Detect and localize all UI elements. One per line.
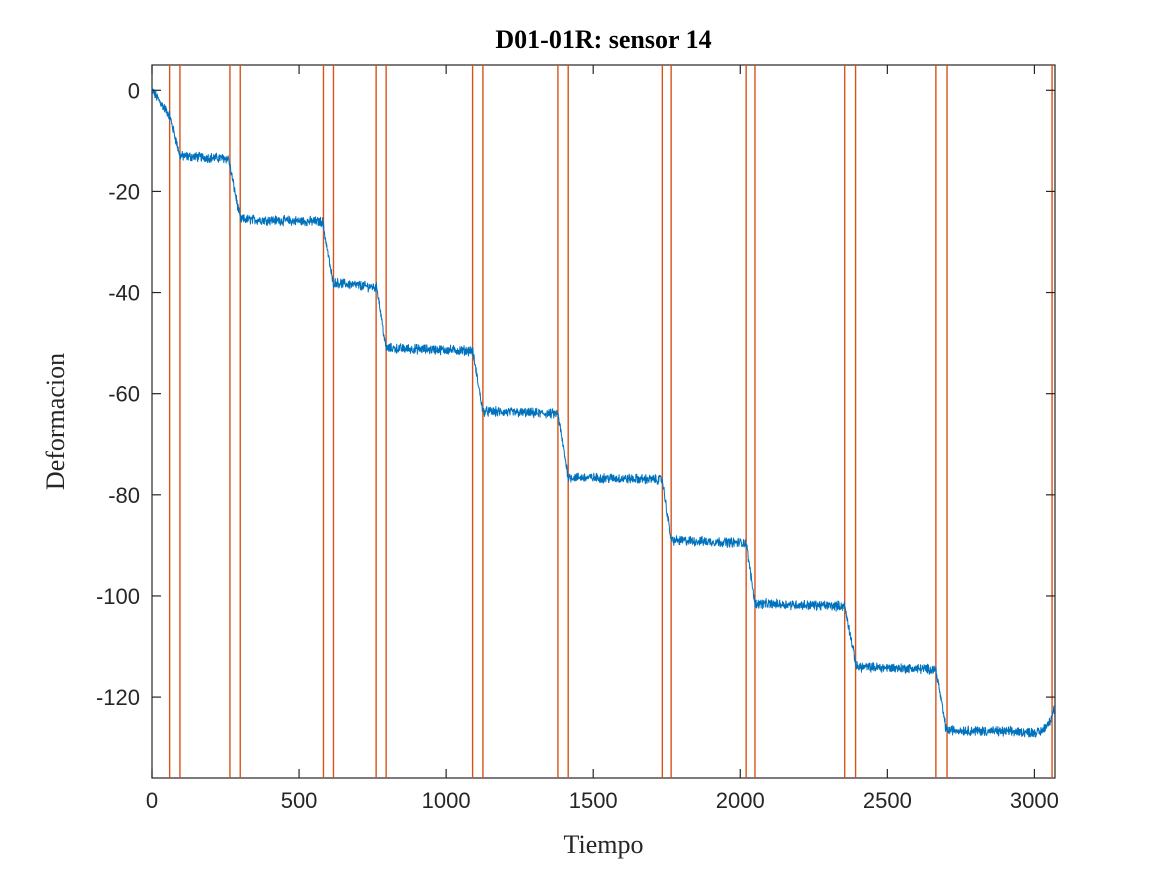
x-tick-label-0: 0 (146, 788, 158, 813)
y-tick-label-2: -40 (108, 281, 140, 306)
x-tick-label-3: 1500 (569, 788, 618, 813)
series-line-0 (151, 87, 1056, 738)
series-layer (151, 87, 1056, 738)
plot-box (151, 64, 1056, 779)
y-tick-label-4: -80 (108, 483, 140, 508)
x-tick-label-5: 2500 (863, 788, 912, 813)
x-tick-label-6: 3000 (1010, 788, 1059, 813)
y-tick-label-6: -120 (96, 685, 140, 710)
x-tick-label-2: 1000 (422, 788, 471, 813)
chart-title: D01-01R: sensor 14 (495, 25, 711, 54)
x-tick-label-1: 500 (281, 788, 318, 813)
y-tick-label-5: -100 (96, 584, 140, 609)
y-tick-label-3: -60 (108, 382, 140, 407)
x-tick-label-4: 2000 (716, 788, 765, 813)
plot-area (151, 64, 1056, 779)
vertical-lines-layer (168, 65, 1053, 778)
y-tick-label-1: -20 (108, 179, 140, 204)
y-axis-title: Deformacion (41, 353, 70, 490)
ticks-layer: 0 500 1000 1500 2000 2500 3000 0 -20 -40 -60 -80 -10… (96, 65, 1059, 813)
x-axis-title: Tiempo (564, 830, 644, 859)
y-tick-label-0: 0 (128, 78, 140, 103)
